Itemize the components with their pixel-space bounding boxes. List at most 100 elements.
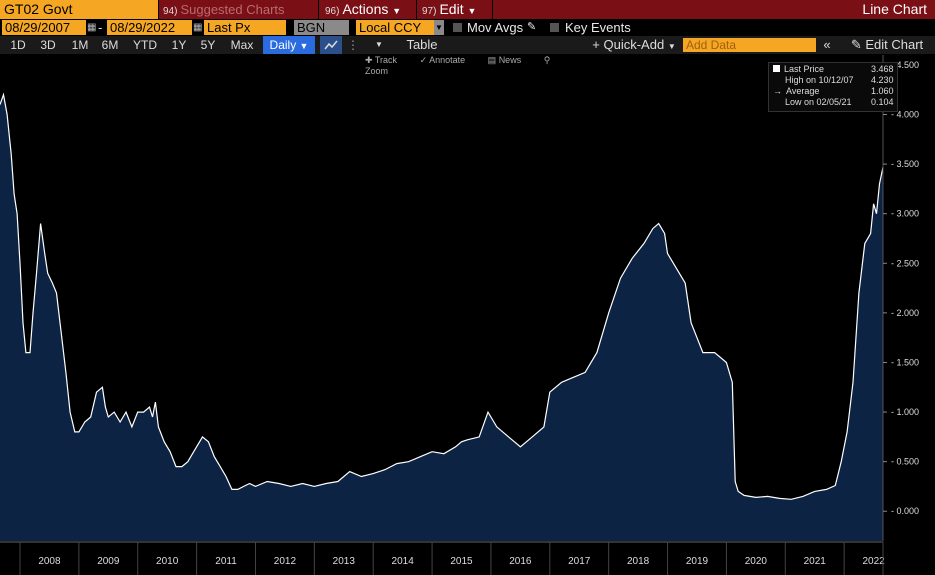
caret-down-icon: ▼: [392, 6, 402, 16]
y-tick-label: - 0.500: [891, 457, 919, 467]
end-date-field[interactable]: 08/29/2022: [107, 20, 192, 35]
legend-entry-high: High on 10/12/07 4.230: [785, 75, 894, 86]
pencil-icon: ✎: [850, 37, 862, 52]
news-label: News: [498, 55, 522, 65]
x-tick-label: 2012: [274, 556, 297, 567]
chart-legend: Last Price 3.468 High on 10/12/07 4.230 → A…: [768, 62, 898, 112]
x-tick-label: 2014: [392, 556, 415, 567]
plus-icon: +: [592, 37, 600, 52]
controls-bar: 08/29/2007 ▦ - 08/29/2022 ▦ Last Px BGN …: [0, 19, 935, 36]
legend-label: High on 10/12/07: [785, 75, 854, 85]
track-tool[interactable]: ✚ Track: [365, 55, 398, 65]
annotate-label: Annotate: [429, 55, 466, 65]
x-tick-label: 2010: [156, 556, 179, 567]
period-max-button[interactable]: Max: [230, 38, 254, 52]
legend-swatch: [773, 65, 780, 72]
legend-value: 1.060: [871, 86, 894, 96]
caret-down-icon: ▼: [667, 42, 676, 51]
actions-menu[interactable]: 96) Actions ▼: [325, 0, 401, 19]
legend-entry-average: → Average 1.060: [773, 86, 894, 97]
legend-value: 0.104: [871, 97, 894, 107]
y-axis: - 4.500 - 4.000 - 3.500 - 3.000 - 2.500 - 2.0…: [882, 55, 919, 543]
edit-label: Edit: [439, 1, 464, 17]
x-tick-label: 2020: [745, 556, 768, 567]
suggested-charts-menu[interactable]: 94) Suggested Charts: [163, 0, 285, 19]
y-tick-label: - 3.500: [891, 159, 919, 169]
chart-type-title: Line Chart: [862, 1, 927, 17]
average-line-icon: →: [773, 86, 782, 96]
period-3d-button[interactable]: 3D: [40, 38, 56, 52]
caret-down-icon: ▼: [299, 41, 309, 51]
chart-subtoolbar: ✚ Track ✓ Annotate ▤ News ⚲ Zoom: [365, 55, 565, 76]
period-ytd-button[interactable]: YTD: [133, 38, 157, 52]
quick-add-label: Quick-Add: [603, 37, 665, 52]
frequency-selector[interactable]: Daily ▼: [263, 36, 315, 54]
zoom-tool[interactable]: ⚲ Zoom: [365, 55, 551, 76]
pricing-source-field[interactable]: BGN: [294, 20, 349, 35]
y-tick-label: - 0.000: [891, 506, 919, 516]
x-axis-band: [0, 541, 935, 575]
legend-value: 4.230: [871, 75, 894, 85]
plot-area[interactable]: [0, 92, 884, 541]
news-tool[interactable]: ▤ News: [487, 55, 522, 65]
period-5y-button[interactable]: 5Y: [200, 38, 216, 52]
x-tick-label: 2019: [686, 556, 709, 567]
x-tick-label: 2016: [509, 556, 532, 567]
key-events-label: Key Events: [565, 20, 631, 35]
y-tick-label: - 2.500: [891, 258, 919, 268]
start-date-field[interactable]: 08/29/2007: [2, 20, 86, 35]
suggested-charts-label: Suggested Charts: [180, 2, 285, 17]
legend-value: 3.468: [871, 64, 894, 74]
x-tick-label: 2018: [627, 556, 650, 567]
zoom-label: Zoom: [365, 66, 389, 76]
actions-label: Actions: [342, 1, 389, 17]
edit-chart-label: Edit Chart: [865, 37, 924, 52]
table-button[interactable]: Table: [406, 37, 438, 52]
chart-type-dropdown-icon[interactable]: ▼: [375, 40, 383, 49]
add-data-input[interactable]: Add Data: [683, 38, 816, 52]
legend-label: Low on 02/05/21: [785, 97, 852, 107]
legend-entry-low: Low on 02/05/21 0.104: [785, 97, 894, 108]
bar-chart-icon[interactable]: ⋮: [347, 38, 359, 52]
line-chart-icon[interactable]: [320, 36, 342, 54]
menu-number: 94): [163, 6, 178, 17]
dropdown-arrow-icon[interactable]: ▼: [434, 20, 444, 35]
field-selector[interactable]: Last Px: [204, 20, 286, 35]
divider: [492, 0, 493, 19]
pencil-icon[interactable]: ✎: [527, 21, 537, 33]
key-events-checkbox[interactable]: [550, 23, 559, 32]
edit-menu[interactable]: 97) Edit ▼: [422, 0, 476, 19]
calendar-icon[interactable]: ▦: [87, 22, 97, 33]
quick-add-button[interactable]: + Quick-Add ▼: [590, 36, 678, 54]
mov-avgs-checkbox[interactable]: [453, 23, 462, 32]
x-tick-label: 2021: [804, 556, 827, 567]
divider: [416, 0, 417, 19]
x-tick-label: 2011: [215, 556, 237, 567]
track-label: Track: [374, 55, 398, 65]
y-tick-label: - 3.000: [891, 209, 919, 219]
period-6m-button[interactable]: 6M: [101, 38, 119, 52]
collapse-icon[interactable]: «: [823, 37, 831, 52]
legend-label: Average: [786, 86, 820, 96]
currency-selector[interactable]: Local CCY: [356, 20, 434, 35]
annotate-tool[interactable]: ✓ Annotate: [419, 55, 466, 65]
y-tick-label: - 4.000: [891, 110, 919, 120]
edit-chart-button[interactable]: ✎ Edit Chart: [840, 36, 934, 54]
x-tick-label: 2009: [97, 556, 120, 567]
period-1y-button[interactable]: 1Y: [171, 38, 187, 52]
menu-number: 96): [325, 6, 340, 17]
divider: [158, 0, 159, 19]
x-tick-label: 2008: [38, 556, 61, 567]
date-range-separator: -: [98, 20, 103, 35]
frequency-label: Daily: [269, 38, 297, 52]
function-bar: GT02 Govt 94) Suggested Charts 96) Actions…: [0, 0, 935, 19]
period-1m-button[interactable]: 1M: [71, 38, 89, 52]
y-tick-label: - 4.500: [891, 60, 919, 70]
calendar-icon[interactable]: ▦: [193, 22, 203, 33]
legend-label: Last Price: [784, 64, 825, 74]
menu-number: 97): [422, 6, 437, 17]
series-area: [0, 94, 883, 541]
security-ticker-field[interactable]: GT02 Govt: [0, 0, 158, 19]
period-1d-button[interactable]: 1D: [10, 38, 26, 52]
